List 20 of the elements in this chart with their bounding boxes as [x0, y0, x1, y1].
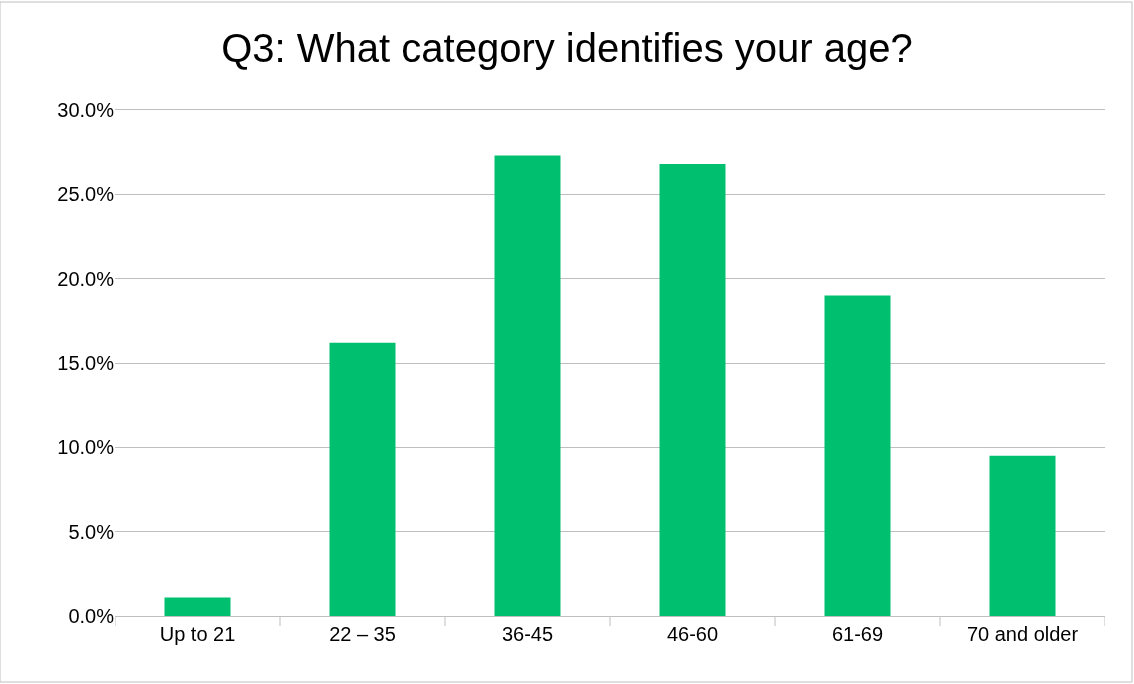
x-tick-label: Up to 21 — [159, 623, 236, 645]
y-tick-label: 15.0% — [57, 352, 115, 374]
y-tick-label: 0.0% — [68, 605, 115, 627]
chart-title: Q3: What category identifies your age? — [221, 25, 913, 70]
bar — [659, 163, 726, 616]
x-tick-label: 36-45 — [501, 623, 554, 645]
y-tick-label: 30.0% — [57, 99, 115, 121]
x-tick-label: 22 – 35 — [329, 623, 396, 645]
bar — [989, 455, 1056, 616]
y-tick-label: 5.0% — [68, 520, 115, 543]
y-tick-label: 25.0% — [57, 183, 115, 206]
bar — [494, 155, 561, 616]
bar — [164, 597, 231, 616]
bar — [824, 295, 891, 616]
x-tick-label: 46-60 — [666, 623, 719, 645]
x-tick-label: 70 and older — [966, 623, 1079, 645]
x-tick-label: 61-69 — [831, 623, 884, 645]
y-tick-label: 10.0% — [57, 436, 115, 459]
bar — [329, 342, 396, 616]
y-tick-label: 20.0% — [57, 267, 115, 290]
